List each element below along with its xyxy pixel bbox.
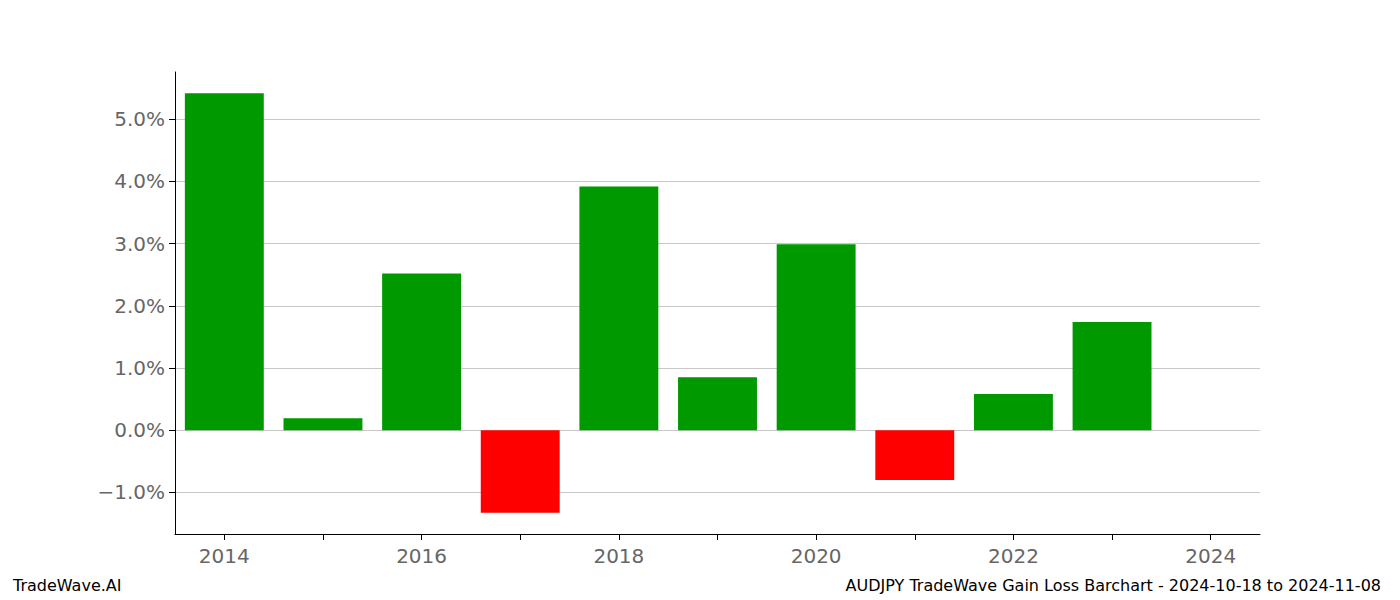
svg-text:−1.0%: −1.0% bbox=[97, 480, 165, 504]
svg-text:2022: 2022 bbox=[988, 544, 1039, 568]
svg-text:2.0%: 2.0% bbox=[114, 294, 165, 318]
svg-text:TradeWave.AI: TradeWave.AI bbox=[12, 576, 121, 595]
svg-text:5.0%: 5.0% bbox=[114, 107, 165, 131]
svg-text:2020: 2020 bbox=[791, 544, 842, 568]
svg-text:2024: 2024 bbox=[1185, 544, 1236, 568]
svg-text:0.0%: 0.0% bbox=[114, 418, 165, 442]
svg-text:1.0%: 1.0% bbox=[114, 356, 165, 380]
svg-text:2014: 2014 bbox=[199, 544, 250, 568]
svg-text:3.0%: 3.0% bbox=[114, 232, 165, 256]
svg-text:2018: 2018 bbox=[593, 544, 644, 568]
svg-text:AUDJPY TradeWave Gain Loss Bar: AUDJPY TradeWave Gain Loss Barchart - 20… bbox=[846, 576, 1381, 595]
svg-text:2016: 2016 bbox=[396, 544, 447, 568]
svg-text:4.0%: 4.0% bbox=[114, 169, 165, 193]
